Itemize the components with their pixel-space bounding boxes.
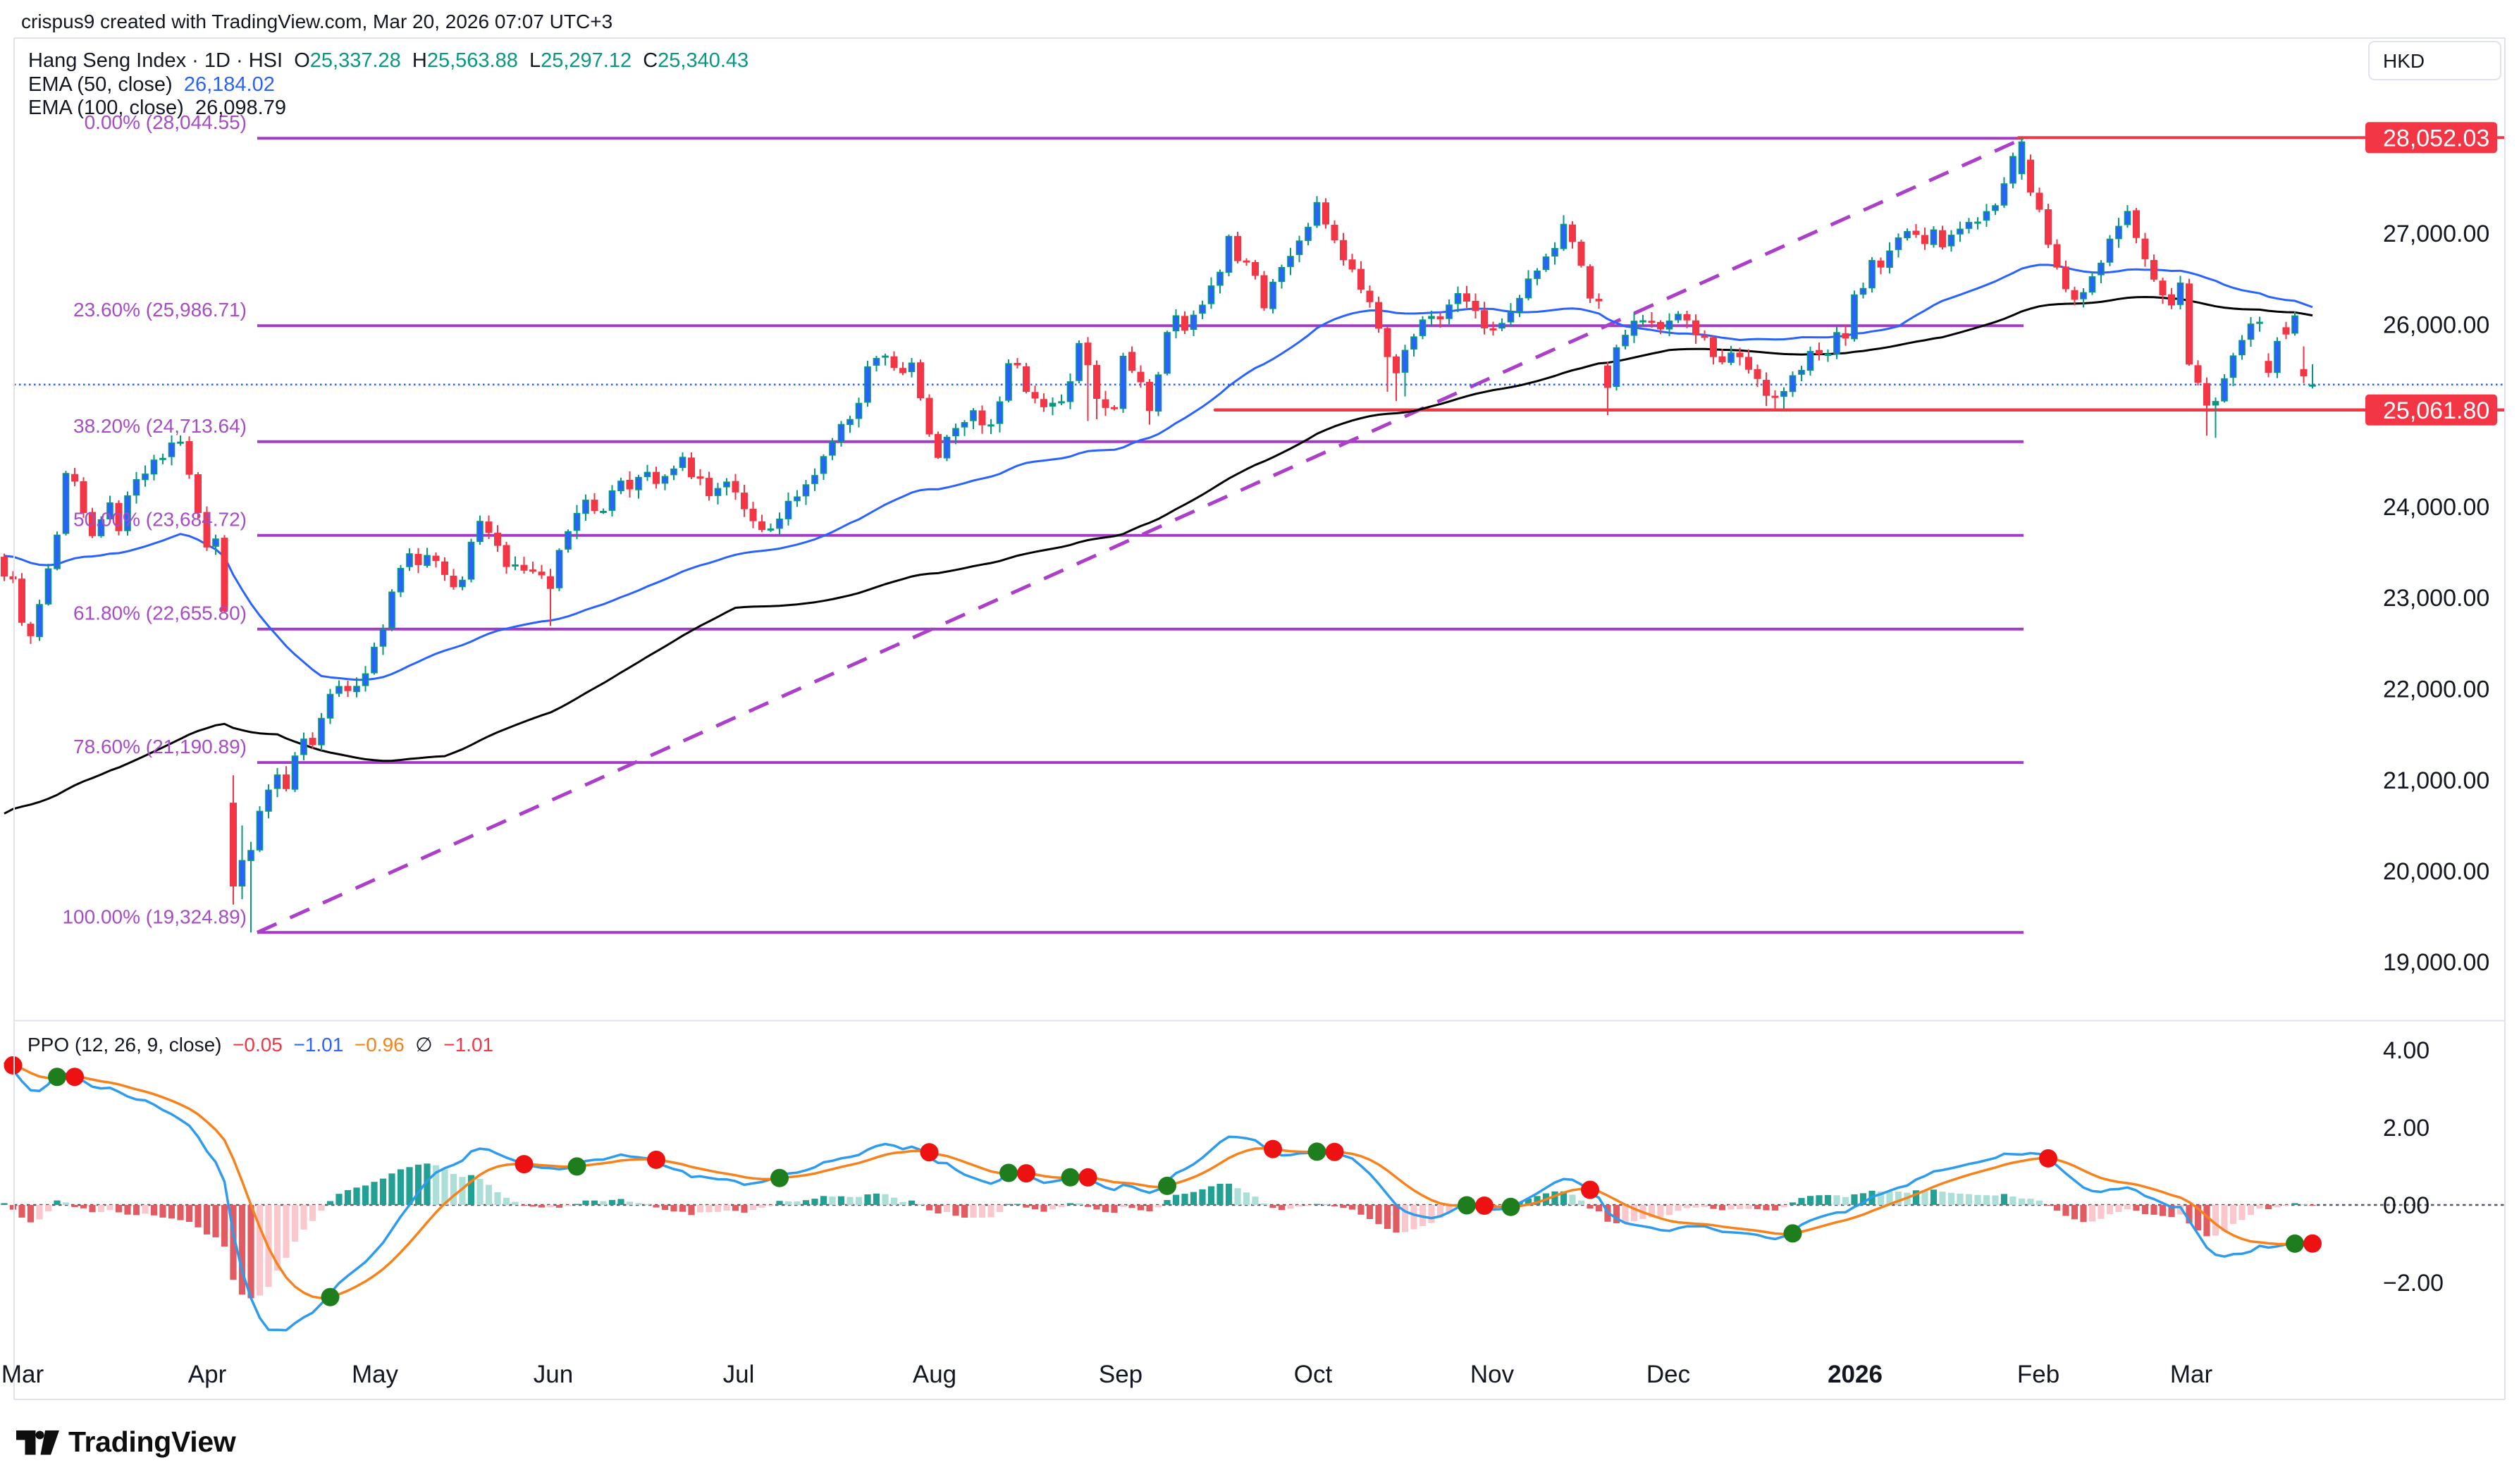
svg-text:23,000.00: 23,000.00: [2383, 585, 2489, 612]
svg-text:Sep: Sep: [1099, 1361, 1143, 1388]
svg-text:19,000.00: 19,000.00: [2383, 949, 2489, 976]
svg-text:crispus9 created with TradingV: crispus9 created with TradingView.com, M…: [21, 11, 612, 32]
svg-text:2.00: 2.00: [2383, 1115, 2429, 1142]
svg-text:23.60% (25,986.71): 23.60% (25,986.71): [73, 299, 247, 321]
svg-text:0.00% (28,044.55): 0.00% (28,044.55): [85, 111, 247, 133]
svg-text:26,000.00: 26,000.00: [2383, 312, 2489, 339]
svg-text:27,000.00: 27,000.00: [2383, 221, 2489, 247]
svg-text:Dec: Dec: [1646, 1361, 1690, 1388]
svg-text:78.60% (21,190.89): 78.60% (21,190.89): [73, 736, 247, 758]
svg-text:2026: 2026: [1828, 1361, 1883, 1388]
svg-text:May: May: [352, 1361, 399, 1388]
svg-text:Mar: Mar: [2170, 1361, 2213, 1388]
svg-text:Jul: Jul: [723, 1361, 755, 1388]
svg-text:38.20% (24,713.64): 38.20% (24,713.64): [73, 415, 247, 437]
svg-text:EMA (50, close) 26,184.02: EMA (50, close) 26,184.02: [28, 73, 275, 96]
svg-text:100.00% (19,324.89): 100.00% (19,324.89): [62, 905, 247, 927]
svg-text:4.00: 4.00: [2383, 1037, 2429, 1064]
svg-text:Apr: Apr: [188, 1361, 227, 1388]
svg-text:20,000.00: 20,000.00: [2383, 858, 2489, 885]
svg-text:0.00: 0.00: [2383, 1192, 2429, 1219]
svg-text:28,052.03: 28,052.03: [2383, 125, 2489, 152]
svg-text:Hang Seng Index · 1D · HSI O2: Hang Seng Index · 1D · HSI O25,337.28 H2…: [28, 49, 749, 72]
svg-text:24,000.00: 24,000.00: [2383, 494, 2489, 521]
svg-text:Oct: Oct: [1294, 1361, 1333, 1388]
svg-text:21,000.00: 21,000.00: [2383, 767, 2489, 794]
svg-text:25,061.80: 25,061.80: [2383, 397, 2489, 424]
svg-text:HKD: HKD: [2383, 50, 2425, 72]
svg-text:50.00% (23,684.72): 50.00% (23,684.72): [73, 509, 247, 531]
svg-text:Feb: Feb: [2017, 1361, 2059, 1388]
svg-text:TradingView: TradingView: [68, 1426, 236, 1458]
svg-text:Aug: Aug: [913, 1361, 956, 1388]
svg-text:Mar: Mar: [1, 1361, 44, 1388]
svg-text:−2.00: −2.00: [2383, 1270, 2444, 1297]
svg-text:Jun: Jun: [534, 1361, 573, 1388]
svg-text:22,000.00: 22,000.00: [2383, 676, 2489, 703]
svg-text:PPO (12, 26, 9, close) −0.05: PPO (12, 26, 9, close) −0.05 −1.01 −0.96…: [27, 1034, 493, 1056]
svg-text:Nov: Nov: [1470, 1361, 1515, 1388]
svg-text:61.80% (22,655.80): 61.80% (22,655.80): [73, 602, 247, 624]
svg-text:EMA (100, close) 26,098.79: EMA (100, close) 26,098.79: [28, 97, 286, 119]
